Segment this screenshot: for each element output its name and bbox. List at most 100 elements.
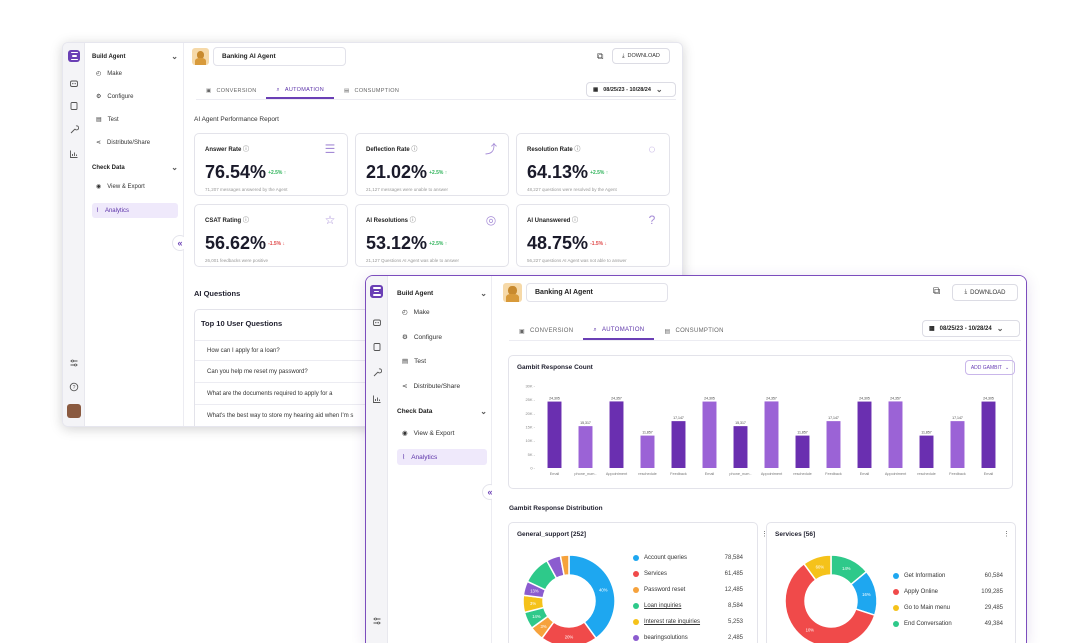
legend-item[interactable]: End Conversation 49,384 (893, 621, 1003, 627)
legend-item[interactable]: Interest rate inquiries 5,253 (633, 619, 743, 625)
open-external-icon[interactable]: ⧉ (597, 51, 604, 61)
download-button[interactable]: ⤓ DOWNLOAD (612, 48, 670, 64)
bar[interactable] (795, 435, 810, 468)
info-icon: ⓘ (574, 147, 581, 153)
tab-consumption[interactable]: ▤ CONSUMPTION (664, 328, 724, 335)
agent-name-field[interactable]: Banking AI Agent (526, 283, 668, 302)
bar[interactable] (547, 401, 562, 468)
more-options-icon[interactable]: ⋮ (1003, 531, 1010, 538)
tab-conversion[interactable]: ▣ CONVERSION (206, 88, 257, 94)
donut-slice[interactable] (802, 554, 832, 582)
download-button[interactable]: ⤓ DOWNLOAD (952, 284, 1018, 301)
donut-slice[interactable] (568, 554, 616, 640)
bar-value-label: 24,357 (890, 396, 901, 400)
tab-automation[interactable]: ⌕ AUTOMATION (583, 322, 655, 340)
nav-view-export[interactable]: ◉ View & Export (96, 183, 145, 191)
help-icon[interactable]: ? (69, 382, 79, 392)
nav-analytics[interactable]: ⌇ Analytics (397, 449, 487, 465)
agent-avatar (192, 48, 209, 65)
drag-handle-icon[interactable]: ⋮ (761, 531, 768, 538)
nav-configure[interactable]: ⚙ Configure (96, 93, 134, 101)
share-icon: ⋖ (402, 383, 408, 390)
app-logo-icon[interactable] (68, 50, 80, 62)
svg-text:?: ? (73, 385, 76, 391)
legend-label: Services (644, 571, 668, 577)
slice-label: 3% (530, 601, 536, 606)
chart-icon[interactable] (372, 394, 382, 404)
settings-sliders-icon[interactable] (372, 616, 382, 626)
slice-label: 14% (842, 566, 851, 571)
legend-item[interactable]: Loan inquiries 8,584 (633, 603, 743, 609)
x-tick-label: Email (984, 472, 994, 476)
legend-item[interactable]: Get Information 60,584 (893, 573, 1003, 579)
legend-item[interactable]: Apply Online 109,285 (893, 589, 1003, 595)
legend-item[interactable]: bearingsolutions 2,485 (633, 635, 743, 641)
agent-name-field[interactable]: Banking AI Agent (213, 47, 346, 66)
sidebar: Build Agent ⌄ ◴ Make ⚙ Configure ▤ Test ⋖ Dis… (85, 43, 184, 426)
add-gambit-button[interactable]: ADD GAMBIT ⌄ (965, 360, 1015, 375)
nav-make[interactable]: ◴ Make (402, 308, 430, 317)
nav-test[interactable]: ▤ Test (96, 116, 119, 124)
chevron-down-icon: ⌄ (480, 407, 487, 416)
check-data-header[interactable]: Check Data ⌄ (397, 407, 487, 416)
bot-icon[interactable] (372, 317, 382, 327)
bar[interactable] (919, 435, 934, 468)
check-data-header[interactable]: Check Data ⌄ (92, 163, 178, 172)
open-external-icon[interactable]: ⧉ (933, 286, 941, 297)
legend-value: 109,285 (981, 589, 1003, 595)
nav-distribute[interactable]: ⋖ Distribute/Share (96, 139, 151, 147)
book-icon[interactable] (372, 342, 382, 352)
user-avatar[interactable] (67, 404, 81, 418)
bar[interactable] (640, 435, 655, 468)
bar[interactable] (981, 401, 996, 468)
gambit-chart-title: Gambit Response Count (517, 364, 593, 371)
date-range-picker[interactable]: ▦ 08/25/23 - 10/28/24 ⌄ (586, 82, 676, 97)
wrench-icon[interactable] (372, 368, 382, 378)
legend-label: bearingsolutions (644, 635, 688, 641)
chart-icon[interactable] (69, 149, 79, 159)
legend-label: Get Information (904, 573, 946, 579)
y-tick-label: 25K - (525, 397, 535, 402)
legend-item[interactable]: Password reset 12,485 (633, 587, 743, 593)
bar[interactable] (950, 421, 965, 468)
nav-view-export[interactable]: ◉ View & Export (402, 429, 455, 438)
nav-analytics[interactable]: ⌇ Analytics (92, 203, 178, 218)
settings-sliders-icon[interactable] (69, 358, 79, 368)
bar[interactable] (671, 421, 686, 468)
question-row[interactable]: What's the best way to store my hearing … (195, 405, 669, 426)
legend-item[interactable]: Account queries 78,584 (633, 555, 743, 561)
icon-rail (366, 276, 388, 643)
x-tick-label: Email (860, 472, 870, 476)
wrench-icon[interactable] (69, 125, 79, 135)
bar[interactable] (888, 401, 903, 468)
bar[interactable] (826, 421, 841, 468)
bar-value-label: 17,147 (673, 416, 684, 420)
build-agent-header[interactable]: Build Agent ⌄ (92, 52, 178, 61)
tab-consumption[interactable]: ▤ CONSUMPTION (344, 88, 400, 94)
automation-icon: ⌕ (276, 86, 280, 93)
legend-dot (893, 573, 899, 579)
build-agent-header[interactable]: Build Agent ⌄ (397, 289, 487, 298)
bar[interactable] (609, 401, 624, 468)
nav-distribute[interactable]: ⋖ Distribute/Share (402, 382, 461, 391)
bar[interactable] (733, 426, 748, 468)
bot-icon[interactable] (69, 78, 79, 88)
nav-make[interactable]: ◴ Make (96, 70, 122, 78)
donut-slice[interactable] (784, 562, 876, 643)
donut-slice[interactable] (559, 554, 570, 577)
tab-conversion[interactable]: ▣ CONVERSION (519, 328, 574, 335)
legend-item[interactable]: Go to Main menu 29,485 (893, 605, 1003, 611)
legend-value: 5,253 (727, 619, 743, 625)
bar[interactable] (702, 401, 717, 468)
tab-automation[interactable]: ⌕ AUTOMATION (266, 83, 335, 99)
app-logo-icon[interactable] (370, 285, 383, 298)
date-range-picker[interactable]: ▦ 08/25/23 - 10/28/24 ⌄ (922, 320, 1020, 337)
nav-test[interactable]: ▤ Test (402, 357, 427, 366)
legend-item[interactable]: Services 61,485 (633, 571, 743, 577)
book-icon[interactable] (69, 101, 79, 111)
bar[interactable] (857, 401, 872, 468)
eye-icon: ◉ (96, 184, 102, 190)
nav-configure[interactable]: ⚙ Configure (402, 333, 443, 342)
bar[interactable] (578, 426, 593, 468)
bar[interactable] (764, 401, 779, 468)
